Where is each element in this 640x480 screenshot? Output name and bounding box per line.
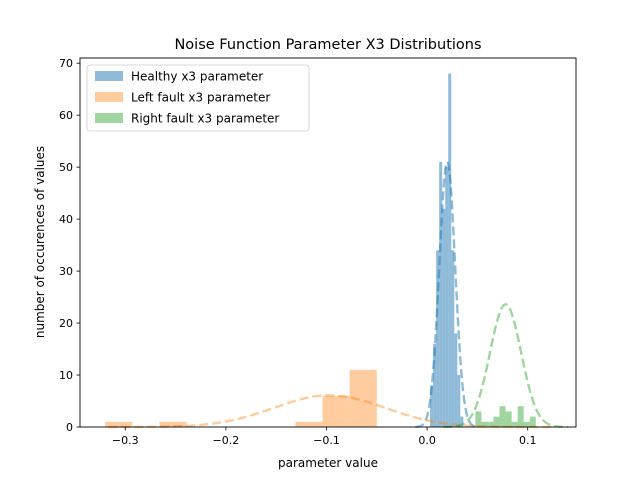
bar-series-0-bin-1 bbox=[433, 343, 437, 427]
x-tick-label: −0.2 bbox=[213, 434, 240, 447]
bar-series-2-bin-9 bbox=[529, 416, 536, 427]
y-tick-label: 30 bbox=[59, 265, 73, 278]
y-tick-label: 20 bbox=[59, 317, 73, 330]
bar-series-2-bin-0 bbox=[475, 411, 482, 427]
legend-swatch-2 bbox=[95, 113, 123, 123]
bar-series-0-bin-8 bbox=[454, 333, 458, 427]
fit-curve-series-0 bbox=[415, 160, 480, 429]
bar-series-1-bin-2 bbox=[159, 421, 187, 427]
bar-series-0-bin-7 bbox=[451, 250, 455, 427]
y-tick-label: 60 bbox=[59, 109, 73, 122]
bar-series-0-bin-9 bbox=[457, 375, 461, 427]
y-axis: 0 10 20 30 40 50 60 70 bbox=[59, 57, 80, 434]
bar-series-0-bin-2 bbox=[436, 250, 440, 427]
bar-series-2-bin-1 bbox=[481, 421, 488, 427]
legend-box bbox=[86, 64, 310, 132]
x-tick-label: −0.3 bbox=[112, 434, 139, 447]
x-tick-label: 0.0 bbox=[418, 434, 436, 447]
bar-series-0-bin-6 bbox=[448, 73, 452, 427]
bar-series-1-bin-0 bbox=[105, 421, 133, 427]
y-tick-label: 0 bbox=[66, 421, 73, 434]
legend: Healthy x3 parameter Left fault x3 parame… bbox=[86, 64, 310, 132]
x-axis-label: parameter value bbox=[278, 456, 378, 470]
plot-frame bbox=[79, 57, 577, 428]
x-tick-label: −0.1 bbox=[313, 434, 340, 447]
legend-label-0: Healthy x3 parameter bbox=[131, 70, 263, 84]
chart-title: Noise Function Parameter X3 Distribution… bbox=[174, 37, 481, 53]
fit-curves-layer bbox=[108, 160, 568, 429]
bar-series-2-bin-8 bbox=[523, 421, 530, 427]
bar-series-0-bin-3 bbox=[439, 161, 443, 427]
bar-series-1-bin-9 bbox=[349, 369, 377, 427]
bar-series-0-bin-5 bbox=[445, 167, 449, 427]
x-axis: −0.3 −0.2 −0.1 0.0 0.1 bbox=[112, 427, 537, 447]
bars-layer bbox=[105, 73, 536, 427]
bar-series-0-bin-0 bbox=[430, 385, 434, 427]
bar-series-2-bin-3 bbox=[493, 416, 500, 427]
bar-series-1-bin-8 bbox=[322, 395, 350, 427]
legend-swatch-0 bbox=[95, 71, 123, 81]
bar-series-2-bin-5 bbox=[505, 411, 512, 427]
y-tick-label: 70 bbox=[59, 57, 73, 70]
y-tick-label: 10 bbox=[59, 369, 73, 382]
bar-series-1-bin-7 bbox=[295, 421, 323, 427]
bar-series-2-bin-4 bbox=[499, 406, 506, 427]
bar-series-2-bin-6 bbox=[511, 421, 518, 427]
y-tick-label: 50 bbox=[59, 161, 73, 174]
bar-series-0-bin-10 bbox=[460, 416, 464, 427]
legend-label-1: Left fault x3 parameter bbox=[131, 91, 270, 105]
bar-series-0-bin-4 bbox=[442, 208, 446, 427]
y-tick-label: 40 bbox=[59, 213, 73, 226]
fit-curve-series-1 bbox=[108, 394, 551, 429]
y-axis-label: number of occurences of values bbox=[33, 146, 47, 338]
legend-label-2: Right fault x3 parameter bbox=[131, 112, 279, 126]
fit-curve-series-2 bbox=[443, 303, 568, 429]
bar-series-2-bin-7 bbox=[517, 406, 524, 427]
x-tick-label: 0.1 bbox=[519, 434, 537, 447]
bar-series-2-bin-2 bbox=[487, 421, 494, 427]
legend-swatch-1 bbox=[95, 92, 123, 102]
